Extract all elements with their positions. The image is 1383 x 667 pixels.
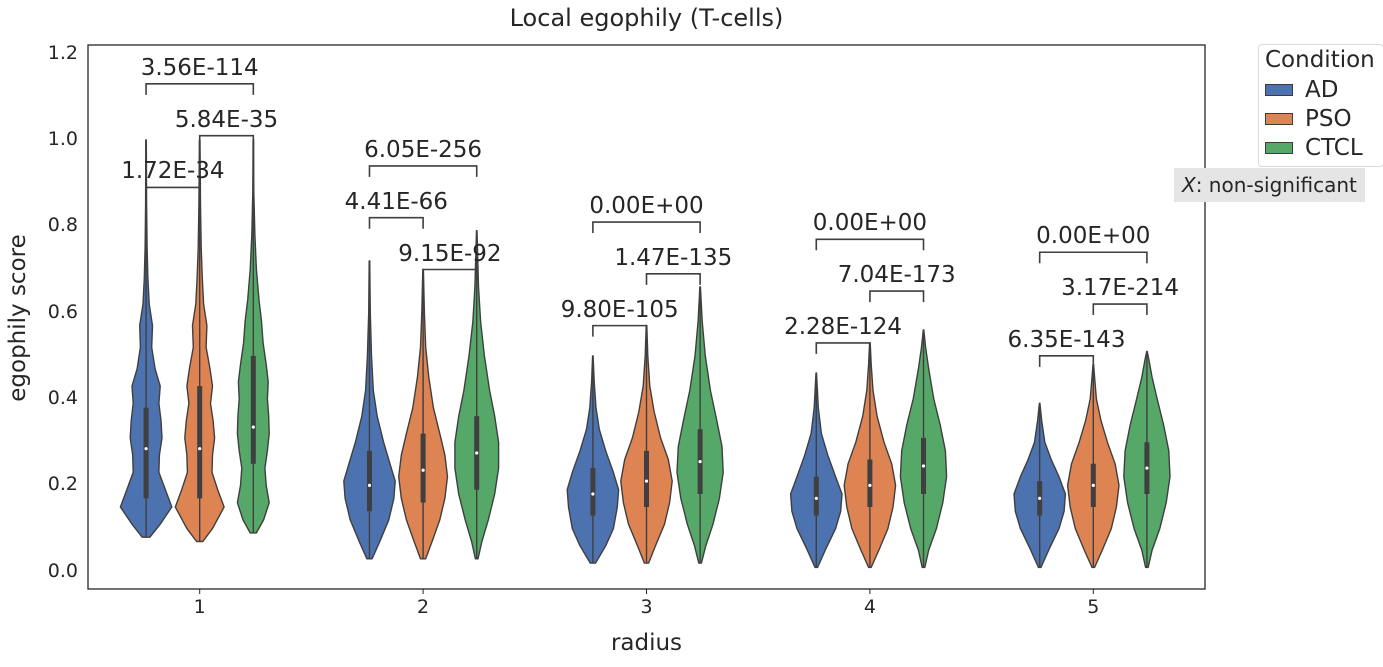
- legend-item-ctcl: CTCL: [1265, 133, 1375, 162]
- pvalue-bracket-4: [368, 216, 424, 229]
- pvalue-label-1: 5.84E-35: [174, 106, 279, 133]
- note-text: : non-significant: [1195, 173, 1357, 197]
- median-dot-pso-r4: [868, 483, 872, 487]
- pvalue-label-5: 9.15E-92: [398, 240, 502, 267]
- legend-item-pso: PSO: [1265, 104, 1375, 133]
- pvalue-bracket-2: [145, 186, 201, 199]
- pvalue-bracket-12: [1038, 251, 1148, 264]
- violins-layer: [119, 139, 1171, 569]
- legend: Condition AD PSO CTCL: [1258, 44, 1383, 167]
- x-axis-label: radius: [610, 630, 683, 656]
- xtick-label-1: 1: [193, 596, 206, 618]
- legend-swatch-ad: [1265, 83, 1293, 96]
- ytick-label-4: 0.8: [47, 214, 78, 237]
- median-dot-pso-r5: [1091, 483, 1095, 487]
- pvalue-bracket-11: [815, 342, 871, 354]
- median-dot-ad-r3: [591, 492, 595, 496]
- ytick-label-5: 1.0: [47, 127, 78, 150]
- pvalue-bracket-0: [145, 83, 255, 95]
- median-dot-pso-r3: [644, 479, 649, 483]
- xtick-label-2: 2: [417, 596, 430, 618]
- median-dot-ad-r5: [1038, 496, 1042, 500]
- pvalue-bracket-10: [869, 290, 925, 303]
- pvalue-label-0: 3.56E-114: [140, 54, 259, 81]
- xtick-label-3: 3: [640, 596, 653, 618]
- xtick-label-4: 4: [863, 596, 876, 618]
- pvalue-bracket-13: [1092, 303, 1148, 316]
- pvalue-bracket-6: [592, 221, 701, 234]
- median-dot-pso-r2: [421, 468, 425, 472]
- legend-label-pso: PSO: [1305, 105, 1352, 132]
- ytick-label-2: 0.4: [47, 387, 78, 410]
- significance-note: X: non-significant: [1174, 168, 1365, 202]
- note-symbol: X: [1182, 173, 1196, 197]
- pvalue-label-9: 0.00E+00: [812, 210, 928, 237]
- legend-label-ad: AD: [1305, 76, 1339, 103]
- median-dot-ad-r2: [367, 483, 372, 487]
- pvalue-bracket-7: [645, 273, 701, 285]
- plot-frame: [87, 44, 1206, 590]
- pvalue-bracket-1: [198, 134, 255, 147]
- pvalue-label-13: 3.17E-214: [1061, 275, 1180, 302]
- median-dot-ad-r4: [814, 496, 818, 500]
- pvalue-label-14: 6.35E-143: [1007, 326, 1126, 353]
- legend-title: Condition: [1265, 47, 1375, 73]
- ytick-label-0: 0.0: [47, 559, 78, 582]
- pvalue-label-7: 1.47E-135: [614, 244, 733, 271]
- chart-title: Local egophily (T-cells): [509, 4, 784, 32]
- median-dot-pso-r1: [198, 447, 202, 451]
- median-dot-ctcl-r2: [475, 451, 479, 455]
- ytick-label-1: 0.2: [47, 473, 78, 496]
- brackets-layer: [145, 83, 1148, 367]
- legend-swatch-ctcl: [1265, 141, 1293, 154]
- xtick-marks: [199, 589, 1094, 594]
- median-dot-ctcl-r5: [1145, 466, 1149, 470]
- pvalue-label-12: 0.00E+00: [1036, 223, 1151, 250]
- pvalue-bracket-5: [422, 268, 478, 281]
- pvalue-label-11: 2.28E-124: [784, 313, 903, 340]
- legend-swatch-pso: [1265, 112, 1293, 125]
- pvalue-label-10: 7.04E-173: [837, 262, 956, 289]
- pvalue-bracket-14: [1038, 355, 1095, 367]
- pvalue-bracket-8: [592, 324, 648, 337]
- pvalue-label-4: 4.41E-66: [344, 188, 448, 215]
- ytick-label-6: 1.2: [47, 41, 78, 64]
- pvalue-label-6: 0.00E+00: [589, 193, 704, 220]
- pvalue-label-8: 9.80E-105: [560, 296, 679, 323]
- pvalue-label-3: 6.05E-256: [364, 136, 483, 163]
- legend-label-ctcl: CTCL: [1305, 134, 1363, 161]
- ytick-label-3: 0.6: [47, 300, 78, 323]
- median-dot-ad-r1: [144, 447, 148, 451]
- pvalue-bracket-9: [815, 238, 925, 251]
- xtick-label-5: 5: [1087, 596, 1100, 618]
- legend-item-ad: AD: [1265, 75, 1375, 104]
- pvalue-label-2: 1.72E-34: [121, 158, 225, 185]
- median-dot-ctcl-r4: [921, 464, 926, 468]
- pvalue-bracket-3: [368, 165, 478, 177]
- median-dot-ctcl-r3: [698, 460, 702, 464]
- median-dot-ctcl-r1: [251, 425, 255, 429]
